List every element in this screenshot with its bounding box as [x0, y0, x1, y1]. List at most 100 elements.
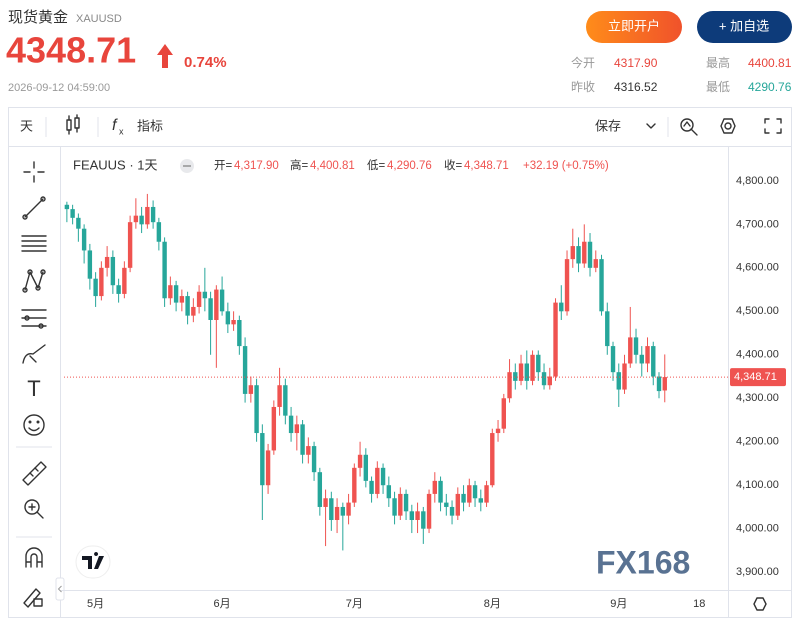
- candle-body: [242, 346, 248, 394]
- candle-body: [237, 320, 242, 347]
- candle-body: [426, 493, 432, 529]
- pattern-tool[interactable]: [22, 269, 46, 293]
- lock-tool[interactable]: [23, 588, 43, 608]
- candle-body: [524, 363, 529, 381]
- candle-body: [277, 385, 282, 407]
- candle-body: [300, 424, 305, 455]
- y-tick-label: 4,500.00: [736, 305, 779, 317]
- hline-tool[interactable]: [21, 235, 47, 252]
- candle-body: [645, 346, 650, 364]
- text-tool[interactable]: T: [27, 376, 40, 401]
- legend-label: 收=: [444, 158, 462, 172]
- candle-body: [633, 337, 639, 355]
- interval[interactable]: 天: [20, 118, 33, 133]
- candle-body: [156, 222, 162, 242]
- candle-body: [582, 241, 587, 264]
- chart-type-button[interactable]: [66, 114, 80, 135]
- save[interactable]: 保存: [595, 118, 621, 133]
- chart-frame: [8, 107, 792, 618]
- candle-body: [329, 498, 334, 520]
- trendline-tool[interactable]: [22, 196, 46, 220]
- candle-body: [288, 415, 294, 434]
- symbol: XAUUSD: [76, 13, 122, 25]
- add-watchlist-button[interactable]: [697, 11, 792, 43]
- candle-body: [185, 296, 190, 316]
- candle-body: [162, 241, 167, 299]
- y-tick-label: 4,600.00: [736, 262, 779, 274]
- crosshair-tool[interactable]: [23, 161, 45, 183]
- candle-body: [409, 511, 415, 520]
- candle-body: [133, 215, 139, 223]
- candle-body: [530, 354, 535, 381]
- y-tick-label: 4,200.00: [736, 436, 779, 448]
- candle-body: [656, 376, 662, 392]
- collapse-tab[interactable]: [55, 577, 65, 601]
- candle-body: [375, 467, 380, 494]
- candle-body: [87, 250, 93, 279]
- legend-label: 开=: [214, 160, 232, 172]
- y-tick-label: 3,900.00: [736, 566, 779, 578]
- y-tick-label: 4,400.00: [736, 349, 779, 361]
- last-price-label: 4,348.71: [734, 371, 777, 383]
- settings-button[interactable]: [720, 118, 736, 134]
- snapshot-button[interactable]: [680, 118, 698, 136]
- candle-body: [662, 377, 667, 391]
- x-tick-label: 6月: [214, 598, 231, 610]
- candle-body: [145, 206, 150, 225]
- open-account-label: 立即开户: [608, 18, 660, 33]
- zoom-tool[interactable]: [24, 499, 44, 519]
- magnet-tool[interactable]: [25, 547, 43, 568]
- watermark: FX168: [596, 544, 690, 580]
- candle-body: [168, 285, 173, 299]
- stat-label: 今开: [571, 55, 595, 70]
- collapse-icon: [57, 585, 62, 593]
- candle-body: [639, 354, 644, 364]
- brush-tool[interactable]: [22, 344, 46, 364]
- candle-body: [570, 246, 575, 260]
- change: 0.74%: [184, 54, 227, 71]
- open-account-button[interactable]: [586, 11, 682, 43]
- y-tick-label: 4,300.00: [736, 392, 779, 404]
- x-tick-label: 9月: [610, 598, 627, 610]
- fib-tool[interactable]: [21, 309, 47, 329]
- candle-body: [357, 454, 363, 468]
- candle-body: [254, 385, 259, 434]
- indicators[interactable]: 指标: [137, 118, 163, 133]
- candle-body: [214, 289, 219, 320]
- legend-value: 4,348.71: [464, 160, 509, 172]
- legend-value: 4,400.81: [310, 160, 355, 172]
- stat-label: 最低: [706, 80, 730, 94]
- price: 4348.71: [6, 30, 136, 71]
- candle-body: [415, 511, 420, 520]
- stat-value: 4317.90: [614, 56, 658, 70]
- candle-body: [628, 337, 633, 364]
- candle-body: [438, 480, 443, 503]
- candle-body: [553, 302, 558, 377]
- fx-icon-sub: x: [119, 126, 124, 136]
- legend-change: +32.19 (+0.75%): [523, 160, 609, 172]
- candle-body: [179, 296, 185, 303]
- ruler-tool[interactable]: [22, 461, 47, 486]
- candle-body: [202, 291, 208, 299]
- axis-settings[interactable]: [753, 597, 767, 611]
- candle-body: [622, 363, 627, 390]
- stat-value: 4290.76: [748, 80, 792, 94]
- candle-body: [311, 446, 317, 473]
- stat-value: 4400.81: [748, 56, 792, 70]
- candle-body: [81, 228, 87, 251]
- candle-body: [651, 346, 656, 377]
- fullscreen-button[interactable]: [764, 118, 782, 134]
- stat-label: 昨收: [571, 80, 595, 94]
- candle-body: [455, 493, 461, 516]
- candle-body: [432, 480, 438, 494]
- tv-logo: [75, 545, 111, 579]
- candle-body: [461, 493, 466, 503]
- candle-body: [467, 485, 472, 503]
- emoji-tool[interactable]: [23, 414, 45, 436]
- legend-label: 低=: [367, 159, 385, 172]
- candle-body: [444, 502, 449, 507]
- legend-value: 4,290.76: [387, 160, 432, 172]
- save-menu[interactable]: [646, 123, 656, 129]
- candle-body: [260, 433, 265, 486]
